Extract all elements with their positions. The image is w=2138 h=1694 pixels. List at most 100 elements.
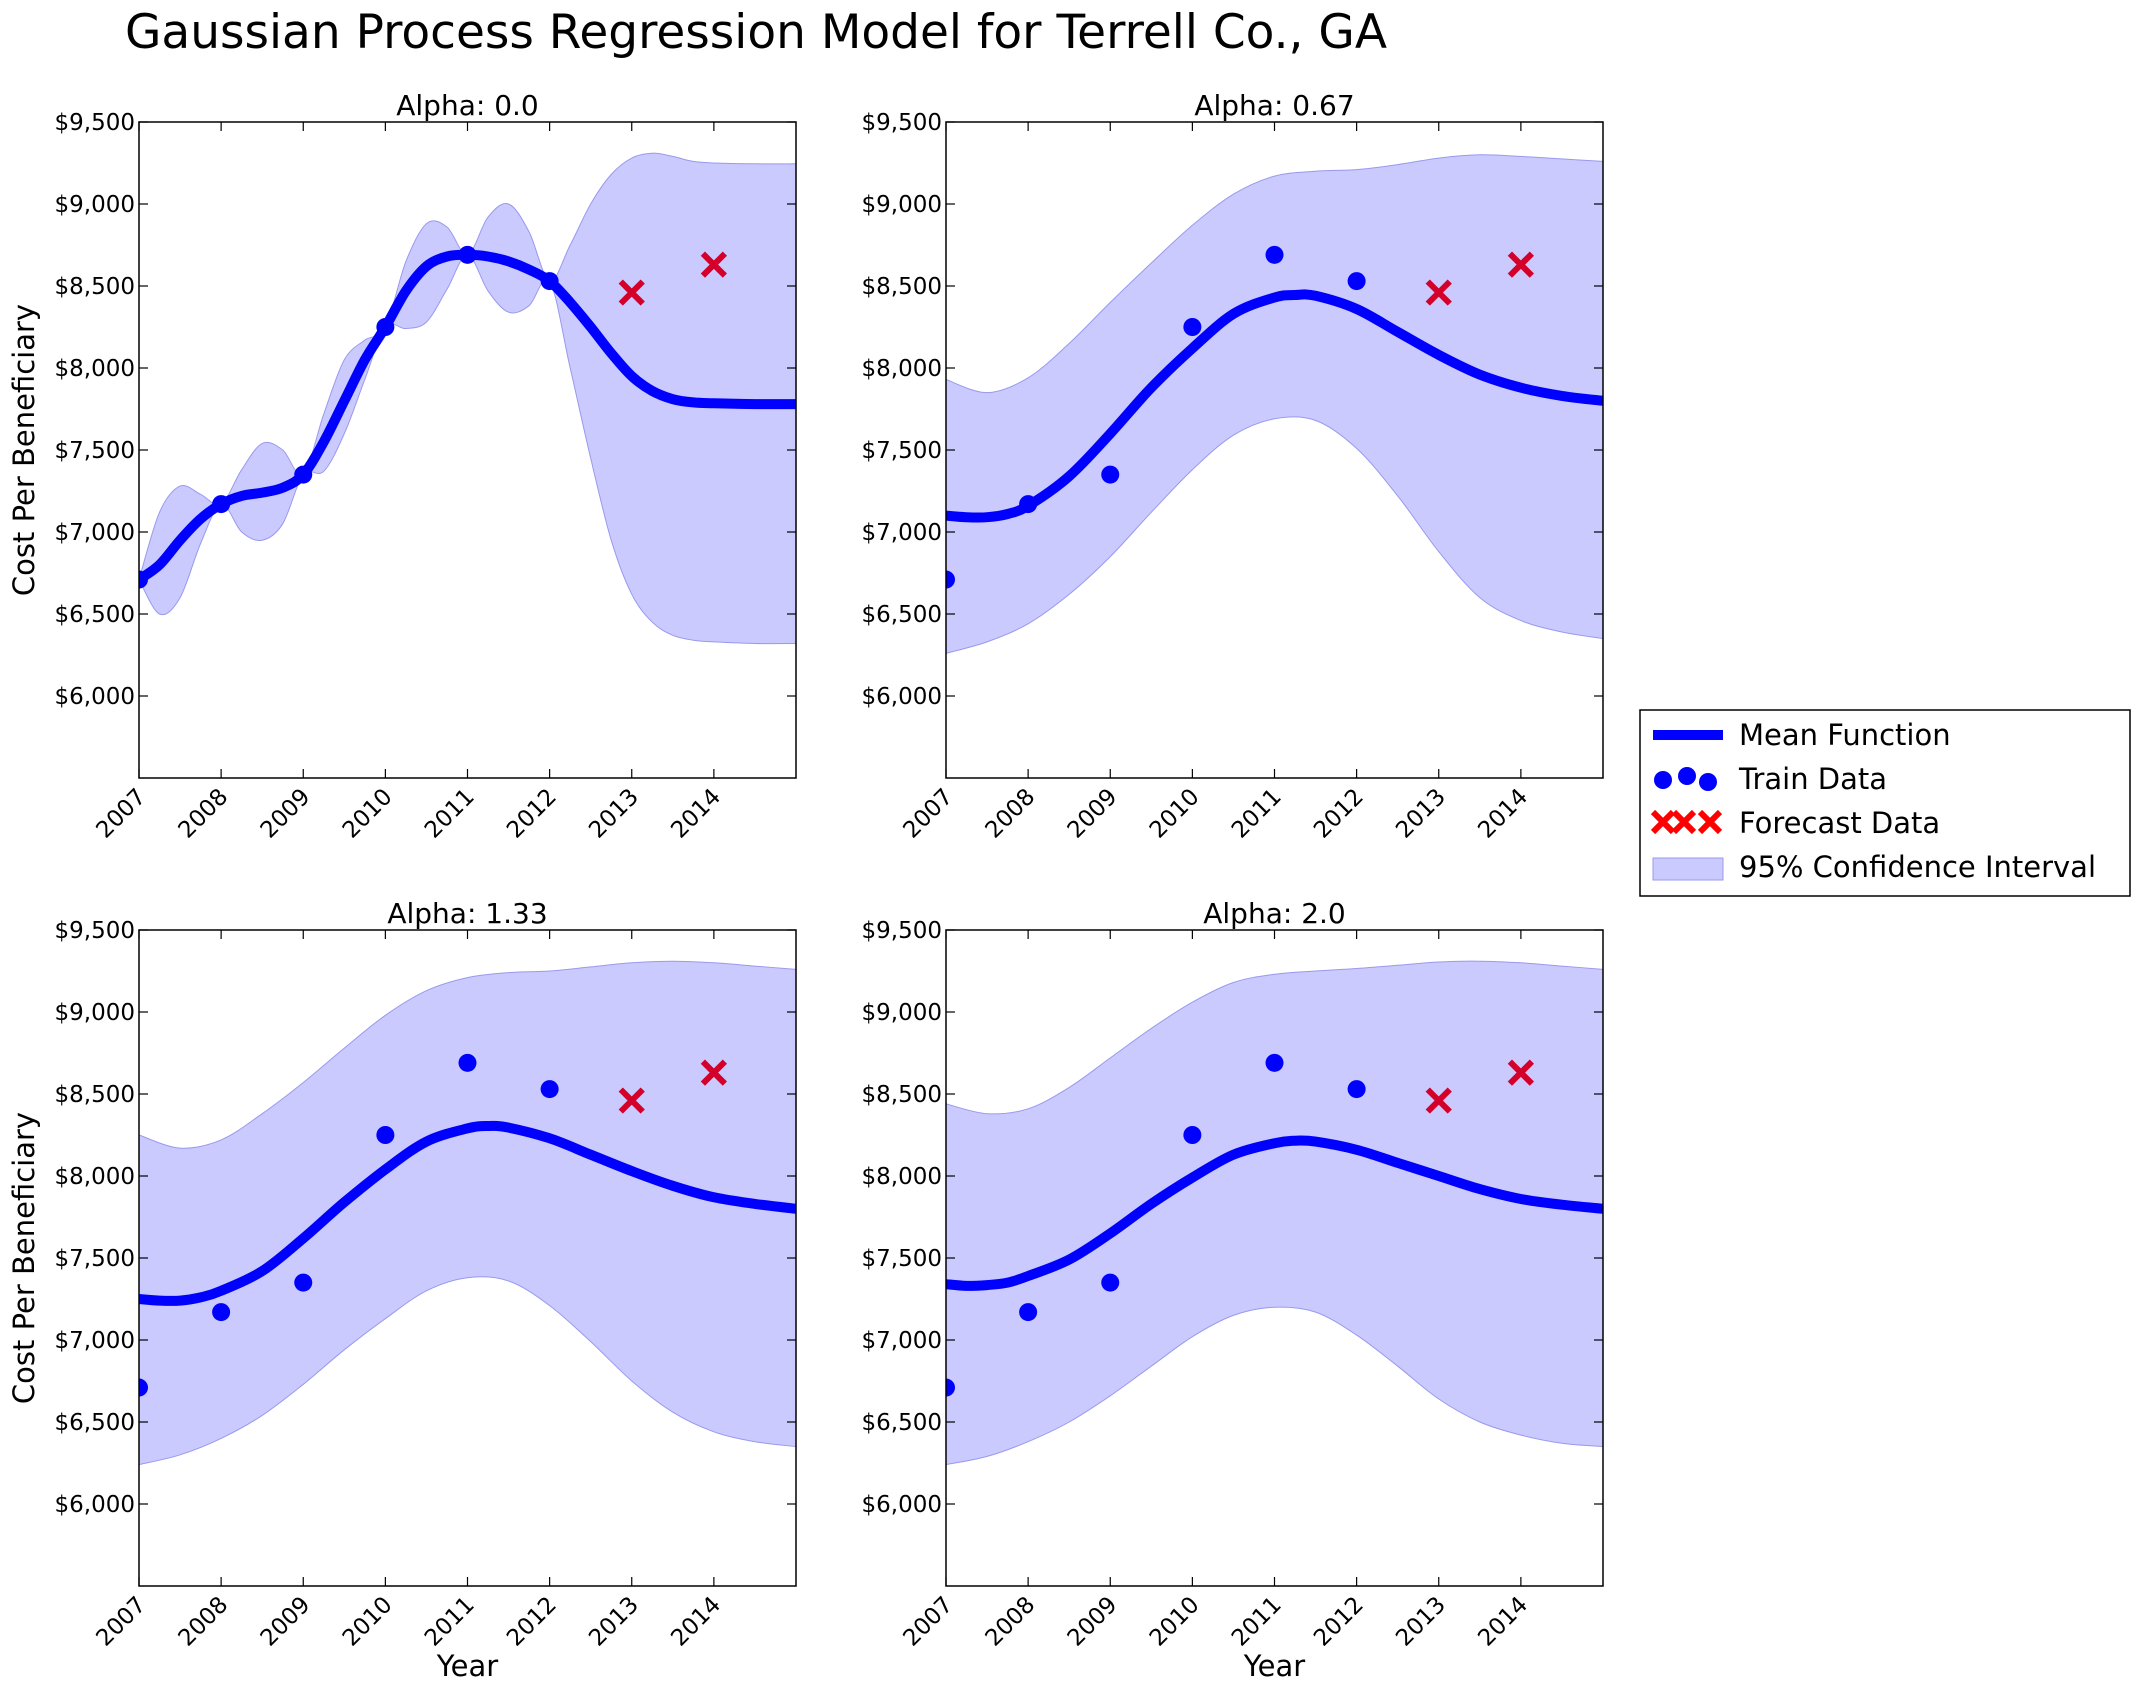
y-tick-label: $6,000 xyxy=(862,684,942,710)
y-tick-label: $7,000 xyxy=(55,1328,135,1354)
legend-label-train: Train Data xyxy=(1738,762,1887,796)
x-tick-label: 2013 xyxy=(1391,1592,1451,1652)
legend-band-swatch xyxy=(1652,857,1724,881)
y-tick-label: $6,000 xyxy=(55,684,135,710)
train-point xyxy=(294,465,313,484)
x-tick-label: 2011 xyxy=(420,784,480,844)
train-point xyxy=(946,570,955,589)
y-tick-label: $9,500 xyxy=(55,918,135,944)
y-tick-label: $6,500 xyxy=(862,602,942,628)
x-tick-label: 2013 xyxy=(1391,784,1451,844)
subplot-2: $6,000 $6,500 $7,000 $7,500 $8,000 $8,500 $9,0… xyxy=(862,89,1604,844)
y-tick-label: $9,000 xyxy=(55,192,135,218)
x-tick-label: 2009 xyxy=(256,1592,316,1652)
train-point xyxy=(1101,1273,1120,1292)
x-tick-label: 2014 xyxy=(1473,1592,1533,1652)
x-tick-label: 2011 xyxy=(1227,1592,1287,1652)
plot-contents xyxy=(139,960,796,1466)
mean-function-line xyxy=(139,1120,796,1306)
train-point xyxy=(1183,1126,1202,1144)
plot-contents xyxy=(946,960,1603,1466)
forecast-point xyxy=(618,1087,645,1114)
y-axis-label: Cost Per Beneficiary xyxy=(7,1112,41,1404)
y-tick-label: $8,000 xyxy=(55,356,135,382)
x-tick-label: 2012 xyxy=(502,1592,562,1652)
legend-label-band: 95% Confidence Interval xyxy=(1739,850,2096,884)
y-tick-label: $8,000 xyxy=(55,1164,135,1190)
x-tick-label: 2013 xyxy=(584,784,644,844)
x-tick-label: 2008 xyxy=(174,1592,234,1652)
x-tick-label: 2007 xyxy=(898,1592,958,1652)
forecast-point xyxy=(1425,1087,1452,1114)
y-tick-label: $7,500 xyxy=(55,438,135,464)
train-point xyxy=(1019,495,1038,514)
x-tick-label: 2013 xyxy=(584,1592,644,1652)
legend: Mean Function Train Data Forecast Data 9… xyxy=(1639,709,2131,897)
forecast-point xyxy=(700,1059,727,1086)
train-point xyxy=(458,1053,477,1072)
confidence-band xyxy=(139,960,796,1466)
x-tick-label: 2008 xyxy=(174,784,234,844)
y-tick-label: $6,500 xyxy=(862,1410,942,1436)
y-tick-label: $7,000 xyxy=(862,1328,942,1354)
x-tick-label: 2008 xyxy=(981,1592,1041,1652)
panels: $6,000 $6,500 $7,000 $7,500 $8,000 $8,500 $9,0… xyxy=(7,89,1604,1683)
x-tick-label: 2009 xyxy=(256,784,316,844)
legend-train-swatch xyxy=(1678,767,1696,785)
x-tick-label: 2014 xyxy=(666,1592,726,1652)
subplot-title: Alpha: 0.0 xyxy=(396,89,538,122)
subplot-1: $6,000 $6,500 $7,000 $7,500 $8,000 $8,500 $9,0… xyxy=(7,89,797,844)
train-point xyxy=(212,1303,231,1322)
train-point xyxy=(212,495,231,514)
figure-title: Gaussian Process Regression Model for Te… xyxy=(125,5,1387,60)
y-tick-label: $7,000 xyxy=(862,520,942,546)
x-tick-label: 2009 xyxy=(1063,1592,1123,1652)
subplot-4: $6,000 $6,500 $7,000 $7,500 $8,000 $8,500 $9,0… xyxy=(862,897,1604,1683)
x-tick-label: 2008 xyxy=(981,784,1041,844)
y-tick-label: $9,000 xyxy=(862,192,942,218)
x-tick-label: 2009 xyxy=(1063,784,1123,844)
legend-train-swatch xyxy=(1699,773,1717,791)
x-tick-label: 2014 xyxy=(666,784,726,844)
y-tick-label: $9,500 xyxy=(862,918,942,944)
y-tick-label: $6,000 xyxy=(862,1492,942,1518)
x-tick-label: 2012 xyxy=(1309,1592,1369,1652)
x-tick-label: 2012 xyxy=(502,784,562,844)
subplot-title: Alpha: 0.67 xyxy=(1194,89,1354,122)
y-axis-label: Cost Per Beneficiary xyxy=(7,304,41,596)
y-tick-label: $8,000 xyxy=(862,1164,942,1190)
subplot-title: Alpha: 1.33 xyxy=(387,897,547,930)
legend-forecast-swatch xyxy=(1650,809,1723,835)
mean-function-line xyxy=(139,249,796,584)
y-tick-label: $6,000 xyxy=(55,1492,135,1518)
plot-contents xyxy=(139,152,796,645)
x-tick-label: 2010 xyxy=(1145,1592,1205,1652)
y-tick-label: $7,500 xyxy=(862,1246,942,1272)
x-axis-label: Year xyxy=(1243,1649,1305,1683)
y-tick-label: $9,500 xyxy=(55,110,135,136)
train-point xyxy=(139,570,148,589)
train-point xyxy=(1019,1303,1038,1322)
x-tick-label: 2011 xyxy=(420,1592,480,1652)
y-tick-label: $7,000 xyxy=(55,520,135,546)
train-point xyxy=(1347,1080,1366,1099)
train-point xyxy=(1265,1053,1284,1072)
y-tick-label: $7,500 xyxy=(55,1246,135,1272)
x-axis-label: Year xyxy=(436,1649,498,1683)
forecast-point xyxy=(1507,1059,1535,1086)
y-tick-label: $6,500 xyxy=(55,1410,135,1436)
train-point xyxy=(376,318,395,336)
x-tick-label: 2010 xyxy=(338,1592,398,1652)
train-point xyxy=(1101,465,1120,484)
x-tick-label: 2007 xyxy=(898,784,958,844)
forecast-point xyxy=(700,251,727,278)
y-tick-label: $9,500 xyxy=(862,110,942,136)
y-tick-label: $6,500 xyxy=(55,602,135,628)
train-point xyxy=(1347,272,1366,291)
mean-function-line xyxy=(946,1135,1603,1291)
train-point xyxy=(540,272,559,291)
y-tick-label: $8,500 xyxy=(55,274,135,300)
train-point xyxy=(540,1080,559,1099)
train-point xyxy=(376,1126,395,1144)
